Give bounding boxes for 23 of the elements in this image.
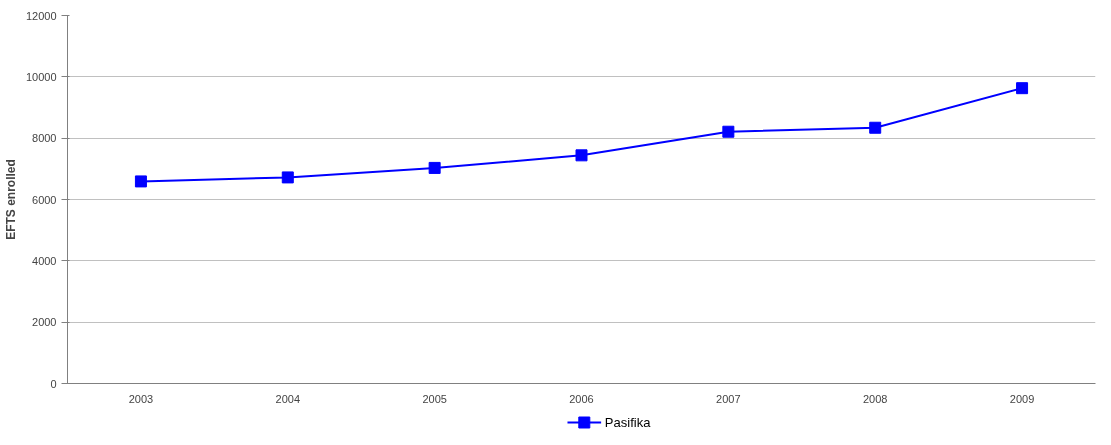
x-tick-label: 2006	[569, 392, 594, 405]
legend-label: Pasifika	[604, 415, 652, 430]
point	[575, 149, 588, 162]
x-tick-label: 2005	[422, 392, 447, 405]
x-tick-label: 2009	[1009, 392, 1035, 405]
y-tick-label: 10000	[25, 70, 57, 83]
x-tick-label: 2004	[275, 392, 301, 405]
point	[281, 171, 294, 184]
y-axis-title: EFTS enrolled	[3, 159, 18, 240]
point	[869, 121, 882, 134]
x-tick-label: 2003	[128, 392, 154, 405]
point	[1016, 82, 1029, 95]
y-tick-label: 2000	[32, 316, 57, 329]
x-tick-label: 2008	[862, 392, 888, 405]
y-tick-label: 0	[50, 377, 57, 390]
y-tick-label: 4000	[32, 254, 57, 267]
y-tick-label: 8000	[32, 132, 57, 145]
point	[428, 161, 441, 174]
x-tick-label: 2007	[716, 392, 741, 405]
point	[722, 125, 735, 138]
y-tick-label: 6000	[32, 193, 57, 206]
y-tick-label: 12000	[25, 9, 57, 22]
point	[134, 175, 147, 188]
